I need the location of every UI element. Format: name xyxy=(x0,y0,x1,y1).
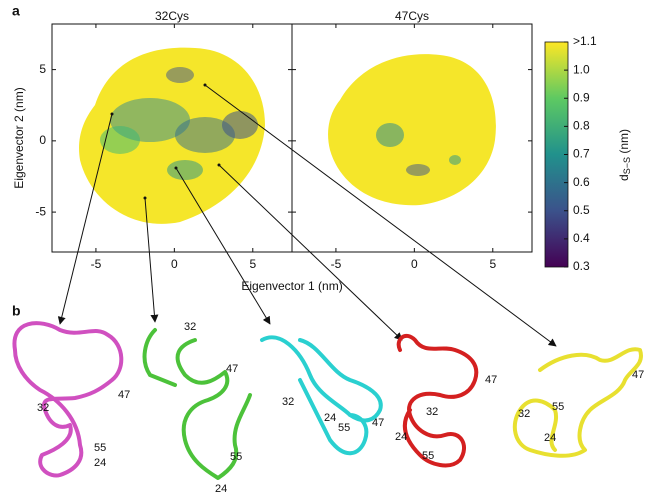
y-axis-label: Eigenvector 2 (nm) xyxy=(12,87,26,188)
x-tick-label: -5 xyxy=(331,257,342,271)
x-tick-label: 5 xyxy=(249,257,256,271)
residue-label: 47 xyxy=(485,374,497,386)
scatter-cloud xyxy=(79,47,266,224)
residue-label: 55 xyxy=(422,450,434,462)
panel-title: 32Cys xyxy=(155,9,189,23)
colorbar-tick-label: 0.7 xyxy=(573,147,590,161)
y-tick-label: 0 xyxy=(39,133,46,147)
colorbar-tick-label: >1.1 xyxy=(573,34,597,48)
residue-label: 24 xyxy=(395,431,407,443)
colorbar-tick-label: 0.5 xyxy=(573,203,590,217)
residue-label: 55 xyxy=(94,442,106,454)
arrows xyxy=(57,83,557,347)
residue-label: 55 xyxy=(552,401,564,413)
panel-label: a xyxy=(12,3,20,19)
x-tick-label: 0 xyxy=(411,257,418,271)
residue-label: 24 xyxy=(544,432,556,444)
residue-label: 55 xyxy=(338,422,350,434)
residue-label: 32 xyxy=(426,406,438,418)
residue-label: 32 xyxy=(37,402,49,414)
panel-label: b xyxy=(12,303,21,319)
structures xyxy=(12,321,643,480)
x-tick-label: 0 xyxy=(171,257,178,271)
x-axis-label: Eigenvector 1 (nm) xyxy=(241,279,342,293)
colorbar-label: dS−S (nm) xyxy=(617,129,632,181)
colorbar-tick-label: 0.4 xyxy=(573,231,590,245)
panel-title: 47Cys xyxy=(395,9,429,23)
colorbar-label-sub: S−S xyxy=(622,157,632,174)
colorbar-tick-label: 0.3 xyxy=(573,259,590,273)
residue-label: 24 xyxy=(324,412,336,424)
residue-label: 55 xyxy=(230,451,242,463)
x-tick-label: -5 xyxy=(91,257,102,271)
colorbar-tick-label: 0.9 xyxy=(573,90,590,104)
residue-label: 47 xyxy=(632,369,644,381)
residue-label: 24 xyxy=(94,457,106,469)
y-tick-label: 5 xyxy=(39,62,46,76)
colorbar-tick-label: 0.6 xyxy=(573,175,590,189)
colorbar-label-unit: (nm) xyxy=(617,129,631,157)
structure-labels: 32 47 55 24 32 47 55 24 32 24 55 47 47 3… xyxy=(37,321,644,495)
residue-label: 32 xyxy=(184,321,196,333)
colorbar-tick-label: 0.8 xyxy=(573,119,590,133)
residue-label: 47 xyxy=(372,417,384,429)
x-tick-label: 5 xyxy=(489,257,496,271)
colorbar-tick-label: 1.0 xyxy=(573,62,590,76)
scatter-cloud xyxy=(328,54,496,206)
axes-frame xyxy=(291,23,533,253)
colorbar-label-main: d xyxy=(617,174,631,181)
residue-label: 47 xyxy=(118,389,130,401)
residue-label: 47 xyxy=(226,363,238,375)
y-tick-label: -5 xyxy=(35,204,46,218)
residue-label: 32 xyxy=(518,408,530,420)
residue-label: 32 xyxy=(282,396,294,408)
residue-label: 24 xyxy=(215,483,227,494)
